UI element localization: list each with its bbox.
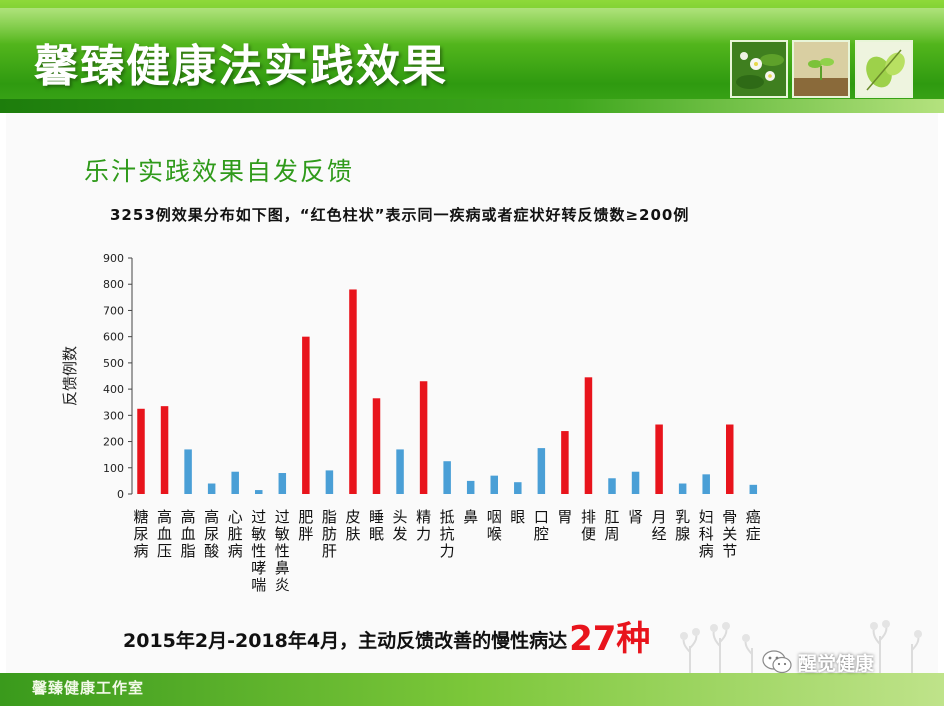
x-tick-label: 心脏病: [228, 508, 243, 560]
green-leaf-photo: [855, 40, 913, 98]
x-tick-label: 肛周: [604, 508, 619, 543]
x-tick-label: 月经: [652, 508, 667, 543]
header-stripe: [0, 99, 944, 113]
y-tick-label: 600: [103, 331, 124, 344]
bar: [349, 289, 357, 494]
bar: [702, 474, 710, 494]
bar: [207, 483, 216, 494]
y-tick-label: 200: [103, 436, 124, 449]
header-shine: [0, 8, 944, 44]
y-tick-label: 800: [103, 278, 124, 291]
wechat-icon: [762, 650, 792, 674]
bar: [302, 336, 310, 494]
x-tick-label: 头发: [393, 508, 408, 543]
white-flower-photo: [730, 40, 788, 98]
bar: [537, 448, 546, 494]
content-area: [6, 113, 938, 673]
footer-label: 馨臻健康工作室: [32, 679, 145, 697]
bar: [137, 408, 145, 494]
bar: [749, 484, 758, 494]
x-tick-label: 高血压: [157, 508, 172, 560]
x-tick-label: 抵抗力: [440, 508, 455, 560]
summary-label: 2015年2月-2018年4月，主动反馈改善的慢性病达: [123, 630, 568, 652]
x-tick-label: 睡眠: [369, 508, 384, 543]
chart-caption: 3253例效果分布如下图，“红色柱状”表示同一疾病或者症状好转反馈数≥200例: [110, 206, 690, 224]
bar: [231, 471, 239, 494]
x-tick-label: 糖尿病: [133, 508, 148, 560]
bar-chart: 0 100 200 300 400 500 600 700 800 900 糖尿病高血压高血脂高尿…: [61, 252, 760, 594]
x-tick-label: 高血脂: [181, 508, 196, 560]
bar: [255, 490, 263, 494]
bar: [655, 424, 663, 494]
bar: [466, 480, 475, 494]
summary-text: 2015年2月-2018年4月，主动反馈改善的慢性病达27种: [123, 608, 651, 659]
y-axis-title: 反馈例数: [61, 346, 79, 406]
x-tick-label: 乳腺: [675, 508, 690, 543]
x-tick-label: 过敏性哮喘: [251, 508, 266, 594]
footer-bar: [0, 673, 944, 706]
x-tick-label: 高尿酸: [204, 508, 219, 560]
bar: [678, 483, 687, 494]
x-tick-label: 骨关节: [722, 508, 737, 560]
x-tick-label: 精力: [416, 508, 431, 543]
x-tick-label: 过敏性鼻炎: [275, 508, 290, 594]
y-tick-label: 700: [103, 304, 124, 317]
summary-count: 27种: [569, 619, 651, 659]
x-tick-label: 排便: [581, 508, 596, 543]
bar: [396, 449, 404, 494]
bar: [419, 381, 428, 494]
bar: [160, 406, 169, 494]
bar: [372, 398, 381, 494]
x-tick-label: 皮肤: [345, 508, 360, 543]
y-tick-label: 300: [103, 409, 124, 422]
bar: [490, 475, 498, 494]
x-tick-label: 脂肪肝: [322, 508, 337, 560]
bar: [278, 473, 287, 494]
bar: [631, 471, 640, 494]
x-tick-label: 胃: [557, 508, 572, 526]
x-tick-label: 肾: [628, 508, 643, 526]
plant-watermark: [680, 620, 922, 673]
x-tick-label: 口腔: [534, 508, 549, 543]
y-tick-label: 100: [103, 462, 124, 475]
bar: [726, 424, 734, 494]
x-tick-label: 肥胖: [298, 508, 313, 543]
y-tick-label: 400: [103, 383, 124, 396]
bar: [561, 431, 569, 494]
y-tick-label: 500: [103, 357, 124, 370]
y-tick-label: 900: [103, 252, 124, 265]
bar: [514, 482, 522, 494]
x-tick-label: 眼: [510, 508, 525, 526]
x-tick-label: 癌症: [746, 508, 760, 543]
y-tick-label: 0: [117, 488, 124, 501]
x-tick-label: 咽喉: [487, 508, 502, 543]
sprout-photo: [792, 40, 850, 98]
watermark: 醒觉健康: [762, 647, 874, 677]
x-tick-label: 妇科病: [699, 508, 714, 560]
bar: [584, 377, 593, 494]
watermark-text: 醒觉健康: [798, 652, 875, 675]
bar: [443, 461, 451, 494]
x-tick-label: 鼻: [463, 508, 478, 526]
chart-subtitle: 乐汁实践效果自发反馈: [84, 157, 355, 186]
bar: [325, 470, 334, 494]
bar: [184, 449, 192, 494]
page-title: 馨臻健康法实践效果: [34, 41, 448, 92]
bar: [608, 478, 616, 494]
